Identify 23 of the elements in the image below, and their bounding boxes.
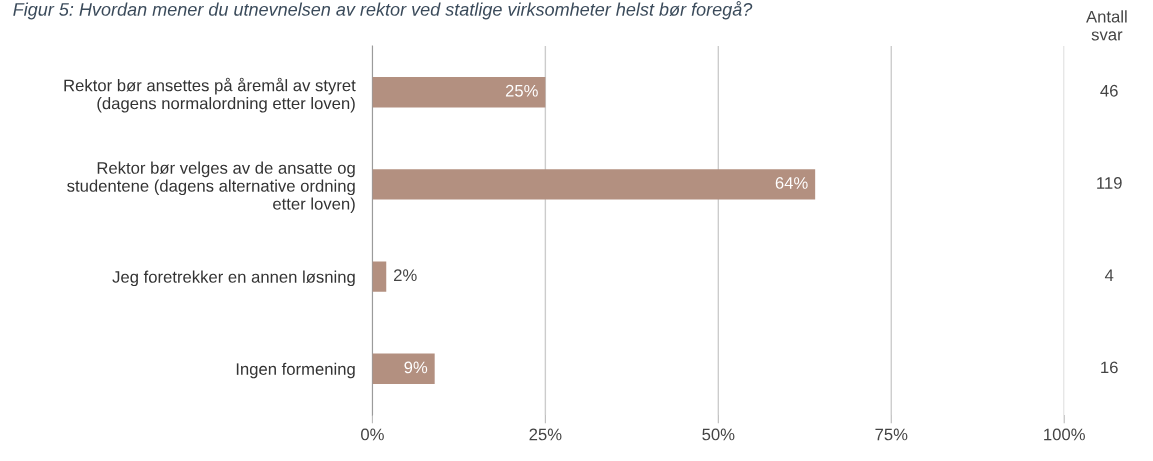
text: Antall svar: [1086, 10, 1127, 41]
data-label: 2%: [394, 269, 417, 282]
y-tick-label: Jeg foretrekker en annen løsning: [112, 270, 355, 287]
x-tick-label: 25%: [529, 428, 562, 441]
data-label: 25%: [505, 84, 538, 97]
x-tick-label: 100%: [1044, 428, 1085, 441]
text: 46: [1100, 84, 1118, 97]
data-label: 64%: [775, 177, 808, 189]
y-tick-label: Rektor bør velges av de ansatte og studentene (dagens alternative ordning etter loven): [67, 161, 355, 214]
data-label: 9%: [404, 361, 428, 374]
bar: [372, 169, 816, 200]
x-tick-label: 75%: [875, 428, 908, 441]
chart-title: Figur 5: Hvordan mener du utnevnelsen av rektor ved statlige virksomheter helst bør foregå?: [13, 1, 753, 20]
x-tick-label: 0%: [361, 428, 384, 441]
text: 4: [1104, 269, 1114, 281]
bar: [372, 353, 435, 385]
bar: [372, 261, 387, 292]
x-tick-label: 50%: [702, 428, 735, 441]
y-tick-label: Ingen formening: [236, 362, 355, 379]
y-tick-label: Rektor bør ansettes på åremål av styret (dagens normalordning etter loven): [64, 77, 356, 113]
bar: [372, 76, 546, 108]
text: 16: [1101, 361, 1118, 374]
text: 119: [1097, 177, 1122, 189]
